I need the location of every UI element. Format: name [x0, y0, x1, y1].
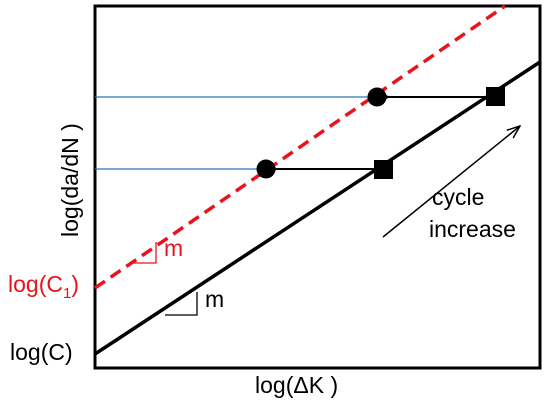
y-axis-label: log(da/dN )	[57, 123, 83, 237]
slope-triangle-lower	[165, 292, 198, 316]
cycle-label-line1: cycle	[432, 184, 484, 210]
slope-label-upper: m	[164, 235, 183, 261]
square-marker-lower	[374, 160, 393, 179]
slope-label-lower: m	[205, 286, 224, 312]
log-c1-label: log(C1)	[8, 271, 79, 302]
x-axis-label: log(ΔK )	[255, 372, 338, 398]
cycle-label-line2: increase	[429, 216, 516, 242]
shifted-line	[94, 4, 506, 290]
cycle-increase-arrow	[382, 126, 520, 238]
log-c-label: log(C)	[10, 339, 73, 365]
plot-frame	[93, 4, 542, 370]
circle-marker-upper	[367, 87, 387, 107]
base-line	[94, 60, 541, 356]
square-marker-upper	[486, 87, 505, 106]
circle-marker-lower	[256, 159, 276, 179]
slope-triangle-upper	[131, 242, 157, 264]
